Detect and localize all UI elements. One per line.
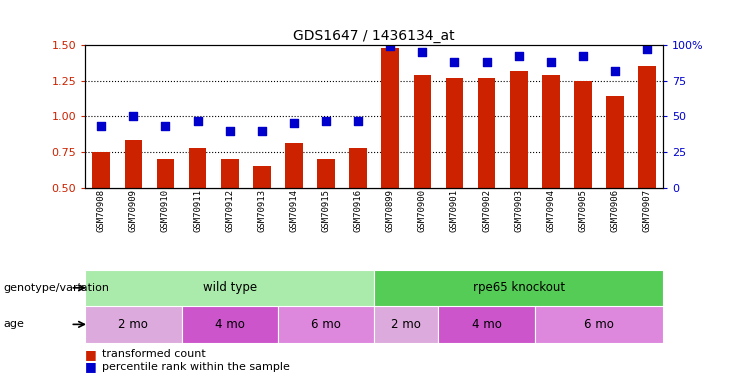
Bar [285, 143, 303, 188]
Point [224, 128, 236, 134]
Bar [374, 270, 663, 306]
Bar [445, 78, 463, 188]
Text: transformed count: transformed count [102, 350, 205, 359]
Text: GSM70902: GSM70902 [482, 189, 491, 232]
Text: 2 mo: 2 mo [119, 318, 148, 331]
Bar [574, 81, 592, 188]
Bar [510, 70, 528, 188]
Text: GSM70911: GSM70911 [193, 189, 202, 232]
Point [416, 49, 428, 55]
Text: ■: ■ [85, 348, 97, 361]
Bar [439, 306, 535, 343]
Point [352, 117, 364, 123]
Text: GSM70912: GSM70912 [225, 189, 234, 232]
Text: GSM70905: GSM70905 [579, 189, 588, 232]
Text: GSM70903: GSM70903 [514, 189, 523, 232]
Bar [638, 66, 656, 188]
Text: GSM70916: GSM70916 [353, 189, 362, 232]
Text: GSM70907: GSM70907 [642, 189, 651, 232]
Text: 4 mo: 4 mo [472, 318, 502, 331]
Bar [124, 141, 142, 188]
Bar [413, 75, 431, 188]
Point [288, 120, 300, 126]
Point [320, 117, 332, 123]
Bar [374, 306, 439, 343]
Point [481, 59, 493, 65]
Text: rpe65 knockout: rpe65 knockout [473, 281, 565, 294]
Text: 6 mo: 6 mo [584, 318, 614, 331]
Text: GSM70915: GSM70915 [322, 189, 330, 232]
Bar [253, 166, 270, 188]
Point [127, 113, 139, 119]
Point [641, 46, 653, 52]
Bar [349, 148, 367, 188]
Bar [182, 306, 278, 343]
Bar [156, 159, 174, 188]
Point [448, 59, 460, 65]
Text: wild type: wild type [202, 281, 257, 294]
Bar [317, 159, 335, 188]
Text: 4 mo: 4 mo [215, 318, 245, 331]
Text: GSM70909: GSM70909 [129, 189, 138, 232]
Bar [189, 148, 207, 188]
Text: GSM70914: GSM70914 [290, 189, 299, 232]
Text: genotype/variation: genotype/variation [4, 283, 110, 293]
Text: GSM70900: GSM70900 [418, 189, 427, 232]
Bar [278, 306, 374, 343]
Text: GSM70908: GSM70908 [97, 189, 106, 232]
Bar [93, 152, 110, 188]
Text: GSM70910: GSM70910 [161, 189, 170, 232]
Point [385, 44, 396, 50]
Bar [535, 306, 663, 343]
Text: 6 mo: 6 mo [311, 318, 341, 331]
Point [609, 68, 621, 74]
Text: GSM70906: GSM70906 [611, 189, 619, 232]
Point [513, 53, 525, 59]
Bar [85, 270, 374, 306]
Bar [221, 159, 239, 188]
Point [192, 117, 204, 123]
Point [256, 128, 268, 134]
Text: GDS1647 / 1436134_at: GDS1647 / 1436134_at [293, 29, 455, 43]
Text: age: age [4, 320, 24, 329]
Text: GSM70899: GSM70899 [386, 189, 395, 232]
Text: GSM70904: GSM70904 [546, 189, 555, 232]
Point [577, 53, 589, 59]
Bar [382, 48, 399, 188]
Bar [606, 96, 624, 188]
Text: percentile rank within the sample: percentile rank within the sample [102, 362, 290, 372]
Bar [85, 306, 182, 343]
Point [545, 59, 556, 65]
Bar [542, 75, 559, 188]
Text: 2 mo: 2 mo [391, 318, 421, 331]
Bar [478, 78, 496, 188]
Point [96, 123, 107, 129]
Text: GSM70913: GSM70913 [257, 189, 266, 232]
Text: ■: ■ [85, 360, 97, 373]
Text: GSM70901: GSM70901 [450, 189, 459, 232]
Point [159, 123, 171, 129]
